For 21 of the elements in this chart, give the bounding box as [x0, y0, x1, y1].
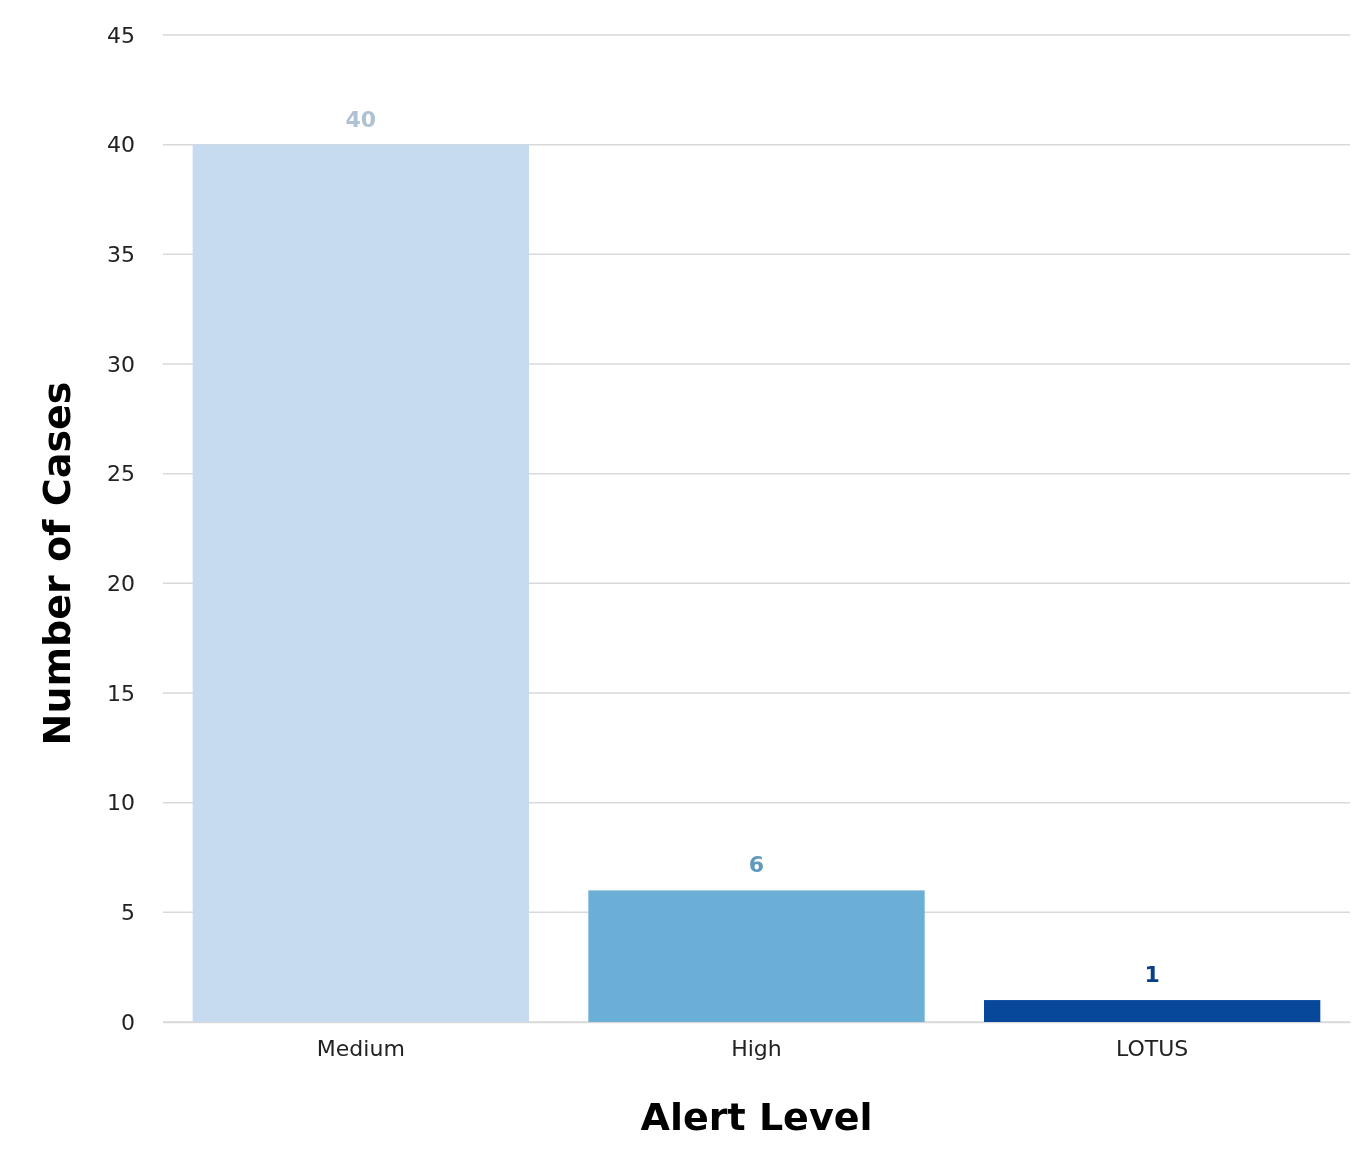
x-tick-label: LOTUS — [1116, 1035, 1189, 1061]
y-tick-label: 15 — [107, 680, 135, 706]
y-tick-label: 5 — [121, 899, 135, 925]
y-tick-label: 0 — [121, 1009, 135, 1035]
y-tick-label: 30 — [107, 351, 135, 377]
y-tick-label: 25 — [107, 461, 135, 487]
x-tick-label: High — [731, 1035, 782, 1061]
bar — [192, 144, 529, 1022]
y-tick-label: 45 — [107, 22, 135, 48]
y-tick-label: 20 — [107, 570, 135, 596]
bar — [984, 1000, 1321, 1022]
data-label: 40 — [345, 106, 377, 132]
bar — [588, 890, 925, 1022]
data-label: 1 — [1144, 962, 1160, 988]
x-axis-title: Alert Level — [640, 1095, 873, 1139]
data-label: 6 — [748, 852, 765, 878]
y-tick-label: 35 — [107, 241, 135, 267]
y-tick-label: 10 — [107, 790, 135, 816]
y-axis-title: Number of Cases — [35, 381, 79, 746]
y-tick-label: 40 — [107, 132, 135, 158]
x-tick-label: Medium — [316, 1035, 405, 1061]
